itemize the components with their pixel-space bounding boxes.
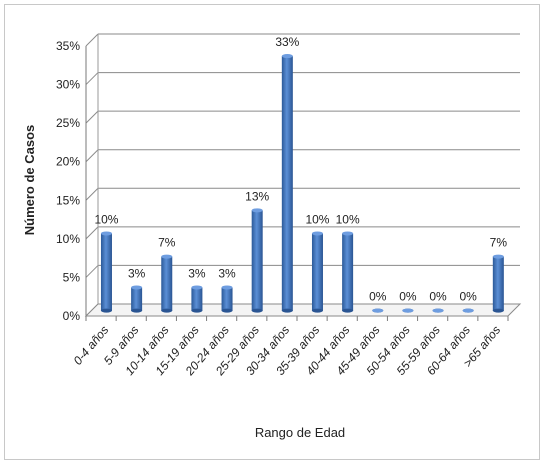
bar-base bbox=[131, 308, 143, 313]
bar-body bbox=[100, 233, 112, 311]
bar-body bbox=[161, 256, 173, 311]
bar-base bbox=[311, 308, 323, 313]
bar bbox=[191, 285, 203, 313]
gridline-side bbox=[85, 149, 99, 163]
bar-top bbox=[432, 308, 444, 313]
bar-body bbox=[342, 233, 354, 311]
data-label: 7% bbox=[490, 236, 508, 250]
bar-body bbox=[311, 233, 323, 311]
data-label: 13% bbox=[245, 189, 269, 203]
data-label: 0% bbox=[369, 290, 387, 304]
bar bbox=[462, 308, 474, 313]
data-label: 33% bbox=[275, 35, 299, 49]
data-label: 10% bbox=[305, 212, 329, 226]
bar bbox=[221, 285, 233, 313]
data-label: 7% bbox=[158, 236, 176, 250]
bar-body bbox=[281, 56, 293, 311]
bar-base bbox=[342, 308, 354, 313]
bar-top bbox=[372, 308, 384, 313]
bars bbox=[100, 54, 504, 313]
bar bbox=[251, 208, 263, 313]
bar bbox=[402, 308, 414, 313]
bar bbox=[281, 54, 293, 313]
y-tick-label: 20% bbox=[56, 155, 80, 169]
gridline-side bbox=[85, 226, 99, 240]
data-label: 0% bbox=[460, 290, 478, 304]
y-axis-label: Número de Casos bbox=[22, 125, 37, 236]
gridlines bbox=[85, 33, 520, 317]
bar-base bbox=[161, 308, 173, 313]
bar-top bbox=[191, 285, 203, 290]
bar-base bbox=[281, 308, 293, 313]
data-label: 0% bbox=[399, 290, 417, 304]
gridline-side bbox=[85, 33, 99, 47]
axes bbox=[84, 34, 522, 321]
bar-top bbox=[462, 308, 474, 313]
data-label: 0% bbox=[429, 290, 447, 304]
bar-top bbox=[161, 254, 173, 259]
bar-top bbox=[251, 208, 263, 213]
y-tick-label: 15% bbox=[56, 193, 80, 207]
bar-body bbox=[492, 256, 504, 311]
bar-top bbox=[131, 285, 143, 290]
gridline-side bbox=[85, 187, 99, 201]
y-tick-labels: 0% 5% 10% 15% 20% 25% 30% 35% bbox=[56, 39, 80, 323]
bar bbox=[131, 285, 143, 313]
y-tick-label: 35% bbox=[56, 39, 80, 53]
bar-body bbox=[191, 287, 203, 311]
bar bbox=[432, 308, 444, 313]
bar-base bbox=[221, 308, 233, 313]
bar-base bbox=[191, 308, 203, 313]
x-axis-label: Rango de Edad bbox=[255, 425, 345, 440]
data-label: 3% bbox=[188, 266, 206, 280]
y-tick-label: 5% bbox=[63, 270, 81, 284]
data-label: 3% bbox=[218, 266, 236, 280]
bar-top bbox=[281, 54, 293, 59]
data-labels: 10% 3% 7% 3% 3% 13% 33% 10% 10% 0% 0% 0% 0% 7% bbox=[94, 35, 507, 304]
floor bbox=[84, 303, 522, 317]
data-label: 10% bbox=[94, 212, 118, 226]
y-tick-label: 10% bbox=[56, 232, 80, 246]
bar bbox=[492, 254, 504, 313]
bar bbox=[342, 231, 354, 313]
bar-base bbox=[100, 308, 112, 313]
data-label: 3% bbox=[128, 266, 146, 280]
bar-top bbox=[311, 231, 323, 236]
bar bbox=[372, 308, 384, 313]
bar bbox=[100, 231, 112, 313]
bar-body bbox=[251, 210, 263, 311]
bar bbox=[161, 254, 173, 313]
gridline-side bbox=[85, 265, 99, 278]
bar-top bbox=[402, 308, 414, 313]
bar-top bbox=[342, 231, 354, 236]
bar-base bbox=[251, 308, 263, 313]
bar-base bbox=[492, 308, 504, 313]
y-tick-label: 25% bbox=[56, 116, 80, 130]
bar-top bbox=[492, 254, 504, 259]
bar bbox=[311, 231, 323, 313]
data-label: 10% bbox=[336, 212, 360, 226]
y-tick-label: 30% bbox=[56, 78, 80, 92]
y-tick-label: 0% bbox=[63, 309, 81, 323]
bar-top bbox=[100, 231, 112, 236]
gridline-side bbox=[85, 110, 99, 124]
gridline-side bbox=[85, 72, 99, 85]
bar-body bbox=[131, 287, 143, 311]
bar-top bbox=[221, 285, 233, 290]
bar-body bbox=[221, 287, 233, 311]
